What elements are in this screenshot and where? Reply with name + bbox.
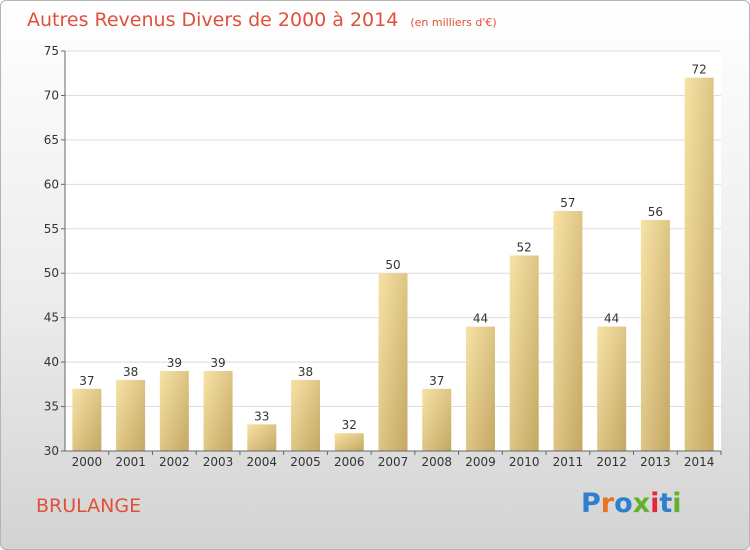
- y-tick-label: 30: [44, 444, 59, 458]
- bar: [334, 433, 364, 451]
- y-tick-label: 35: [44, 400, 59, 414]
- y-tick-label: 45: [44, 311, 59, 325]
- logo-letter: i: [650, 488, 660, 519]
- bar: [291, 379, 321, 451]
- bar: [116, 379, 146, 451]
- data-label: 38: [123, 365, 138, 379]
- bar: [553, 211, 583, 451]
- x-tick-label: 2006: [334, 455, 365, 469]
- x-tick-label: 2009: [465, 455, 496, 469]
- data-label: 52: [517, 240, 532, 254]
- x-tick-label: 2013: [640, 455, 671, 469]
- bar: [247, 424, 277, 451]
- logo-letter: P: [581, 488, 601, 519]
- proxiti-logo[interactable]: Proxiti: [581, 488, 682, 519]
- town-name: BRULANGE: [36, 495, 142, 517]
- logo-letter: r: [600, 488, 615, 519]
- data-label: 57: [560, 196, 575, 210]
- data-labels: 37 38 39 39 33 38 32 50 37 44 52 57 44 56 72: [79, 63, 707, 433]
- data-label: 72: [691, 63, 706, 77]
- data-label: 50: [385, 258, 400, 272]
- x-tick-label: 2014: [684, 455, 715, 469]
- bar: [465, 326, 495, 451]
- bar: [378, 273, 408, 451]
- data-label: 44: [604, 312, 619, 326]
- data-label: 44: [473, 312, 488, 326]
- data-label: 37: [429, 374, 444, 388]
- bar: [684, 77, 714, 452]
- data-label: 39: [210, 356, 225, 370]
- axes: 30 35 40 45 50 55 60 65 70 75 2000 2001 2002 2003 2004…: [44, 44, 722, 469]
- x-tick-label: 2005: [290, 455, 321, 469]
- logo-letter: x: [632, 488, 651, 519]
- data-label: 32: [342, 418, 357, 432]
- bars: [72, 77, 714, 452]
- y-tick-label: 55: [44, 222, 59, 236]
- bar: [72, 388, 102, 451]
- bar: [509, 255, 539, 451]
- y-tick-label: 70: [44, 88, 59, 102]
- x-tick-label: 2012: [596, 455, 627, 469]
- y-tick-label: 40: [44, 355, 59, 369]
- chart-title: Autres Revenus Divers de 2000 à 2014 (en…: [27, 9, 497, 31]
- x-tick-label: 2004: [247, 455, 278, 469]
- bar: [597, 326, 627, 451]
- y-tick-label: 75: [44, 44, 59, 58]
- data-label: 37: [79, 374, 94, 388]
- x-tick-label: 2000: [72, 455, 103, 469]
- bar: [159, 371, 189, 451]
- chart-title-text: Autres Revenus Divers de 2000 à 2014: [27, 9, 399, 31]
- data-label: 56: [648, 205, 663, 219]
- y-tick-label: 65: [44, 133, 59, 147]
- y-tick-label: 50: [44, 266, 59, 280]
- x-tick-label: 2001: [115, 455, 146, 469]
- x-tick-label: 2008: [421, 455, 452, 469]
- bar: [422, 388, 452, 451]
- x-tick-label: 2011: [553, 455, 584, 469]
- bar: [640, 219, 670, 451]
- y-tick-label: 60: [44, 177, 59, 191]
- logo-letter: t: [659, 488, 673, 519]
- logo-letter: i: [672, 488, 682, 519]
- x-tick-label: 2002: [159, 455, 190, 469]
- x-tick-label: 2010: [509, 455, 540, 469]
- bar: [203, 371, 233, 451]
- data-label: 39: [167, 356, 182, 370]
- data-label: 33: [254, 409, 269, 423]
- x-tick-label: 2003: [203, 455, 234, 469]
- data-label: 38: [298, 365, 313, 379]
- logo-letter: o: [614, 488, 633, 519]
- x-tick-label: 2007: [378, 455, 409, 469]
- chart-subtitle: (en milliers d'€): [410, 16, 497, 29]
